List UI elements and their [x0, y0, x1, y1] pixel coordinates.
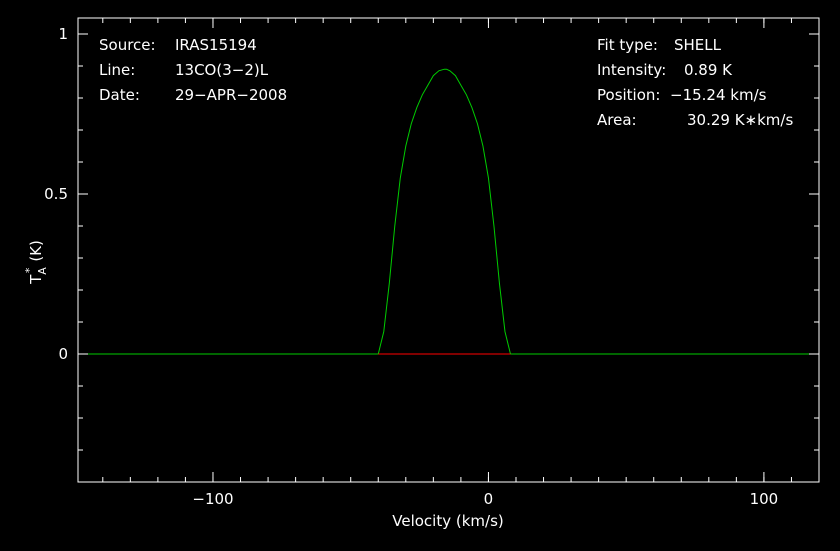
x-tick-label: −100: [192, 490, 233, 508]
info-intensity-value: 0.89 K: [684, 61, 733, 79]
fit-curve-layer: [78, 68, 819, 355]
y-axis-label-unit: (K): [27, 240, 45, 262]
info-fit-type-key: Fit type:: [597, 36, 658, 54]
x-axis-label: Velocity (km/s): [392, 512, 503, 530]
info-line-value: 13CO(3−2)L: [175, 61, 269, 79]
info-position-value: −15.24 km/s: [670, 86, 767, 104]
info-fit-type-value: SHELL: [674, 36, 722, 54]
info-date-value: 29−APR−2008: [175, 86, 287, 104]
info-source-key: Source:: [99, 36, 156, 54]
plot-frame: [77, 17, 820, 483]
fit-curve: [78, 68, 819, 355]
info-panel-left: Source: IRAS15194 Line: 13CO(3−2)L Date:…: [99, 36, 287, 104]
info-panel-right: Fit type: SHELL Intensity: 0.89 K Positi…: [597, 36, 793, 129]
axis-tick-labels: −100 0 100 0 0.5 1: [44, 25, 778, 508]
y-axis-label-sup: *: [23, 267, 36, 273]
info-area-key: Area:: [597, 111, 637, 129]
info-position-key: Position:: [597, 86, 660, 104]
plot-border: [77, 17, 820, 483]
x-tick-label: 0: [484, 490, 494, 508]
y-axis-label-sub: A: [36, 267, 49, 275]
y-axis-label: TA* (K): [23, 240, 49, 285]
y-tick-label: 0: [58, 345, 68, 363]
y-axis-label-main: T: [27, 274, 45, 285]
info-source-value: IRAS15194: [175, 36, 257, 54]
info-area-value: 30.29 K∗km/s: [687, 111, 793, 129]
svg-text:TA*(K): TA* (K): [23, 240, 49, 285]
info-date-key: Date:: [99, 86, 140, 104]
axis-ticks: [78, 18, 820, 483]
x-tick-label: 100: [750, 490, 779, 508]
info-intensity-key: Intensity:: [597, 61, 666, 79]
info-line-key: Line:: [99, 61, 135, 79]
y-tick-label: 1: [58, 25, 68, 43]
y-tick-label: 0.5: [44, 185, 68, 203]
